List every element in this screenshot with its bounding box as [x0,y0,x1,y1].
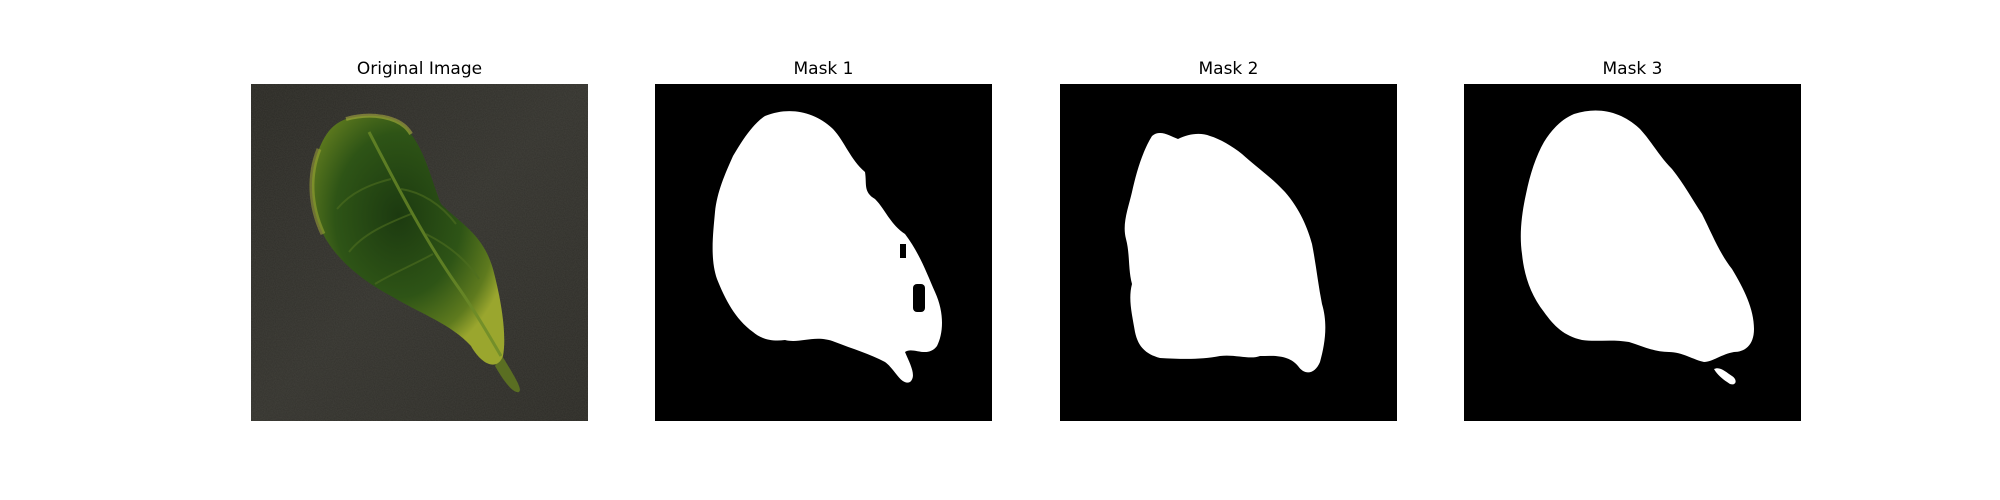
mask-2-panel [1060,84,1397,421]
mask-3-image [1464,84,1801,421]
panel-title-mask-2: Mask 2 [1060,57,1397,81]
original-image-panel [251,84,588,421]
panel-title-original: Original Image [251,57,588,81]
mask-3-panel [1464,84,1801,421]
mask-1-panel [655,84,992,421]
panel-title-mask-3: Mask 3 [1464,57,1801,81]
mask-1-image [655,84,992,421]
leaf-photo [251,84,588,421]
mask-2-image [1060,84,1397,421]
panel-title-mask-1: Mask 1 [655,57,992,81]
